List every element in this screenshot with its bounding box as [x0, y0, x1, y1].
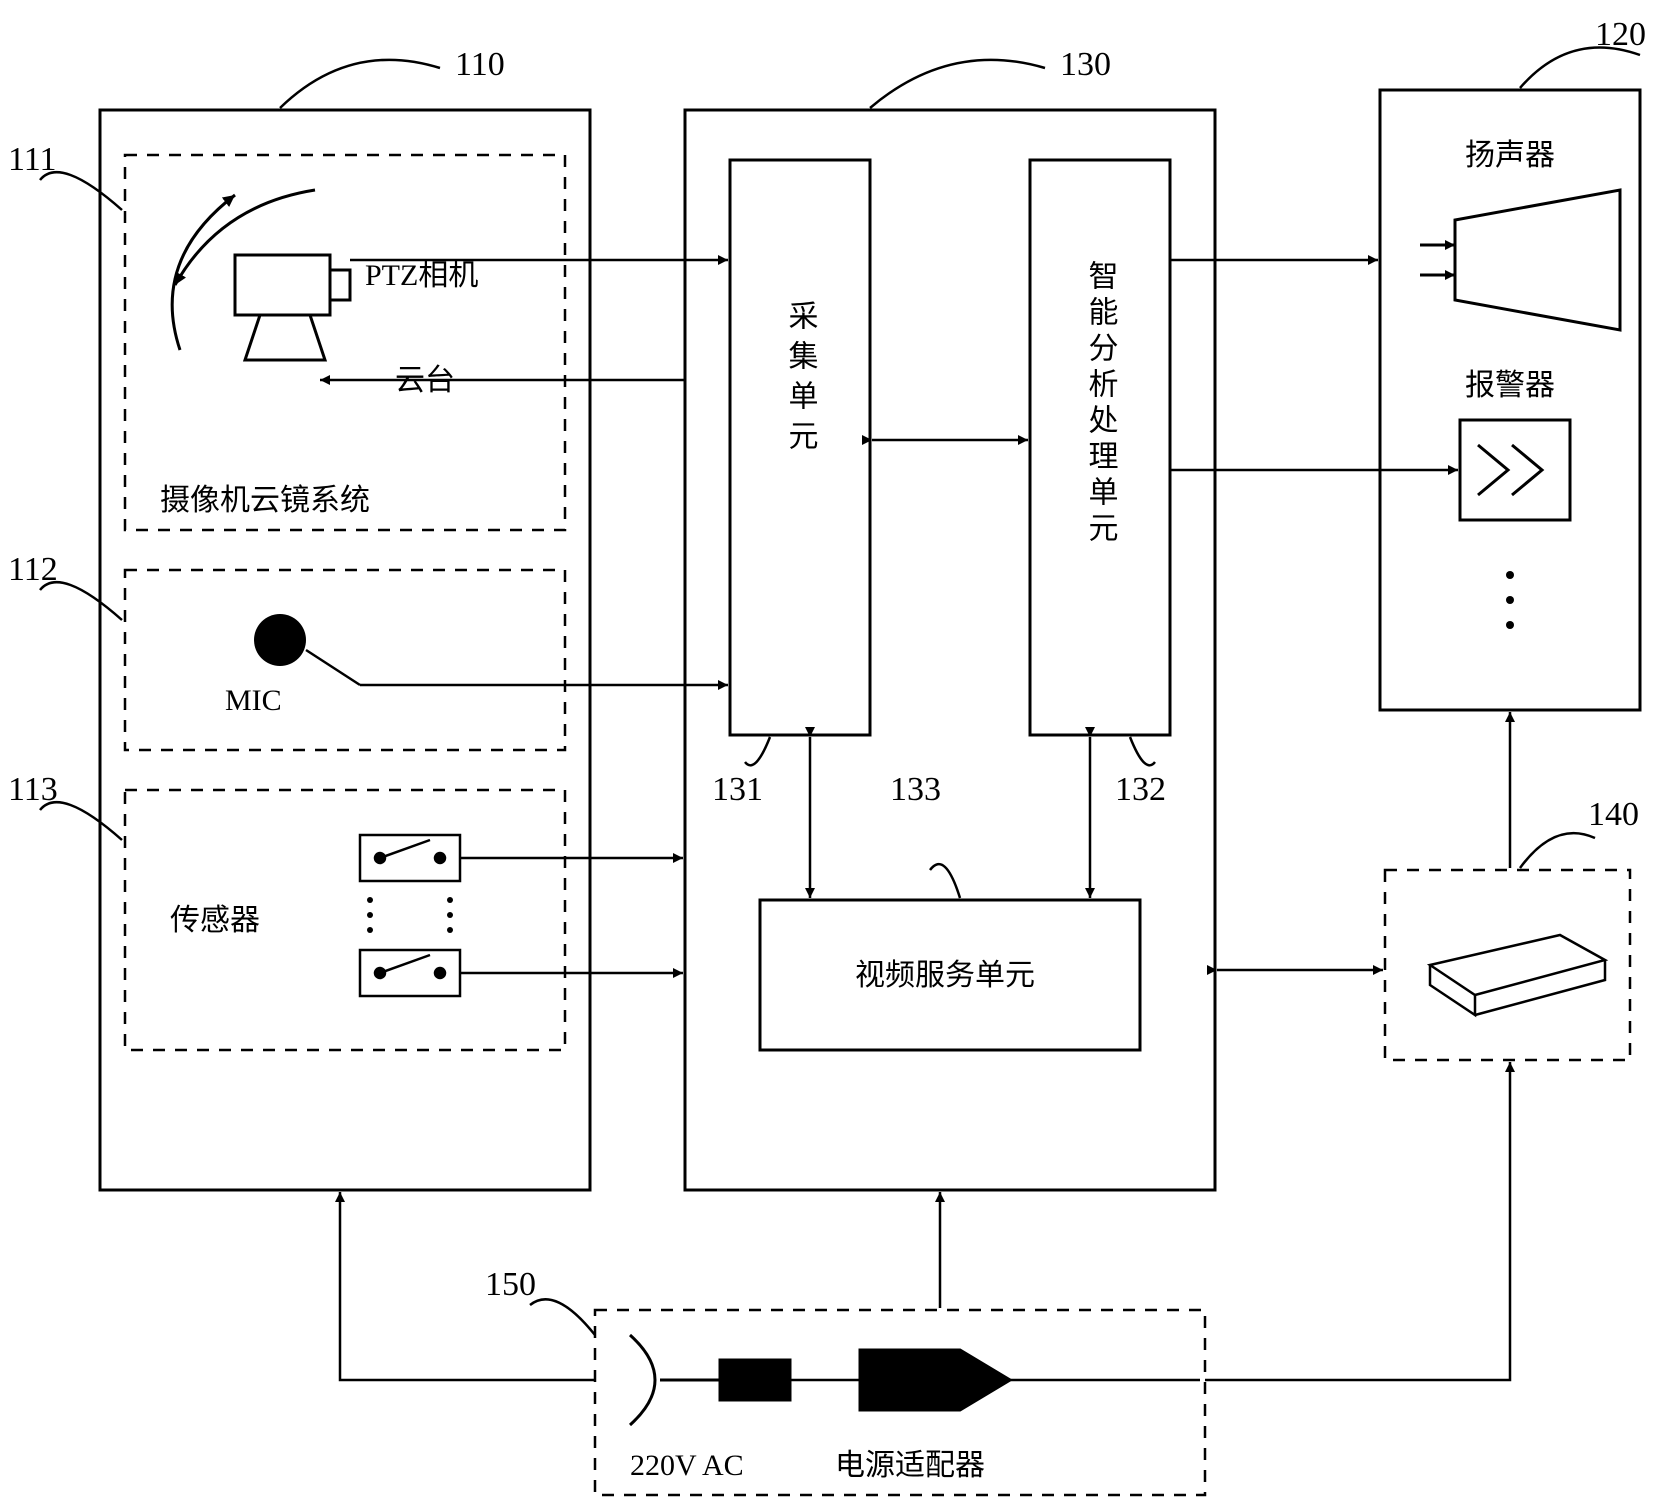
box-111 [125, 155, 565, 530]
device-box-icon [1430, 935, 1605, 1015]
label-video-service-unit: 视频服务单元 [855, 959, 1035, 992]
conn-150-110 [340, 1192, 595, 1380]
label-camera-system: 摄像机云镜系统 [160, 484, 370, 517]
output-ellipsis [1506, 571, 1514, 629]
ref-111: 111 [8, 141, 56, 178]
conn-150-right [1205, 1062, 1510, 1380]
ref-132: 132 [1115, 771, 1166, 808]
box-110 [100, 110, 590, 1190]
power-plug-icon [630, 1335, 1200, 1425]
leader-110 [280, 60, 440, 108]
box-140 [1385, 870, 1630, 1060]
label-acquisition-unit: 采集单元 [784, 300, 819, 460]
ref-133: 133 [890, 771, 941, 808]
mic-icon [254, 614, 306, 666]
leader-120 [1520, 47, 1640, 88]
switch-icon-2 [360, 950, 460, 996]
leader-140 [1520, 833, 1595, 868]
alarm-icon [1460, 420, 1570, 520]
leader-132 [1130, 737, 1155, 765]
ref-140: 140 [1588, 796, 1639, 833]
ref-110: 110 [455, 46, 505, 83]
label-alarm: 报警器 [1465, 369, 1555, 402]
speaker-icon [1420, 190, 1620, 330]
label-mic: MIC [225, 684, 282, 717]
ref-120: 120 [1595, 16, 1646, 53]
switch-ellipsis-left [367, 897, 373, 933]
box-112 [125, 570, 565, 750]
system-block-diagram: 110 111 PTZ相机 云台 摄像机云镜系统 112 MIC 113 传感器 [0, 0, 1666, 1501]
box-130 [685, 110, 1215, 1190]
leader-150 [530, 1299, 595, 1335]
leader-133 [930, 864, 960, 898]
ref-113: 113 [8, 771, 58, 808]
label-speaker: 扬声器 [1465, 139, 1555, 172]
label-ptz-camera: PTZ相机 [365, 259, 478, 292]
leader-130 [870, 60, 1045, 108]
label-power-adapter: 电源适配器 [835, 1449, 985, 1482]
ptz-camera-icon [172, 190, 350, 360]
label-power-ac: 220V AC [630, 1449, 744, 1482]
switch-icon-1 [360, 835, 460, 881]
label-sensor: 传感器 [170, 904, 260, 937]
ref-150: 150 [485, 1266, 536, 1303]
ref-130: 130 [1060, 46, 1111, 83]
ref-131: 131 [712, 771, 763, 808]
label-analysis-unit: 智能分析处理单元 [1084, 260, 1119, 548]
leader-131 [745, 737, 770, 765]
ref-112: 112 [8, 551, 58, 588]
switch-ellipsis-right [447, 897, 453, 933]
